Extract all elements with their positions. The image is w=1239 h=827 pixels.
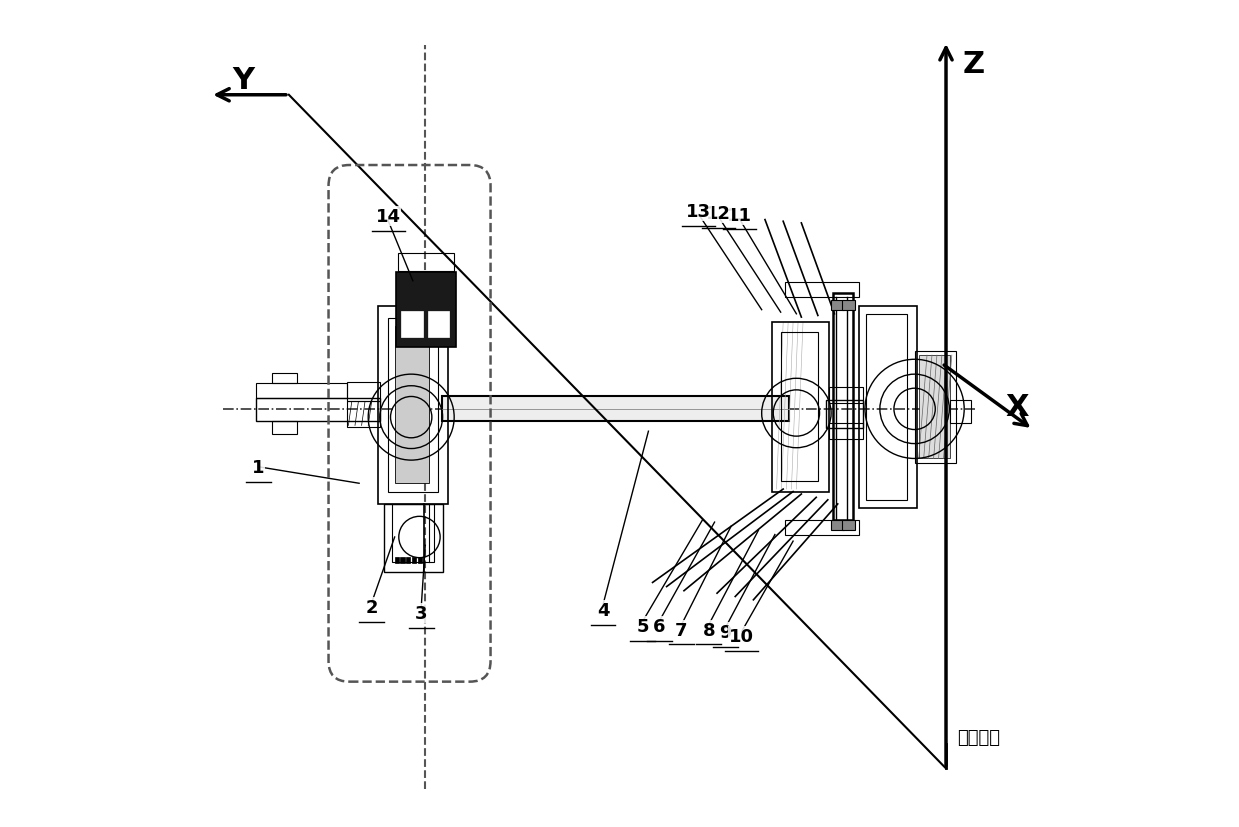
Bar <box>347 401 380 428</box>
Bar <box>400 557 405 564</box>
Text: 14: 14 <box>375 208 400 226</box>
Bar <box>378 306 449 504</box>
Bar <box>273 374 297 384</box>
Bar <box>427 311 450 337</box>
Text: 6: 6 <box>653 618 665 635</box>
Bar <box>255 384 347 399</box>
Bar <box>418 557 422 564</box>
Bar <box>950 400 971 423</box>
Text: 9: 9 <box>719 624 731 641</box>
Bar <box>393 504 434 562</box>
Text: 8: 8 <box>703 621 715 638</box>
Text: Y: Y <box>233 66 254 95</box>
Bar <box>841 300 855 310</box>
Bar <box>347 383 380 401</box>
Bar <box>395 327 430 484</box>
Bar <box>859 306 917 509</box>
Text: 3: 3 <box>415 605 427 622</box>
Bar <box>395 557 399 564</box>
Text: X: X <box>1005 393 1028 422</box>
Bar <box>384 504 444 572</box>
Bar <box>831 300 844 310</box>
Bar <box>406 557 410 564</box>
Text: 4: 4 <box>597 601 610 619</box>
Bar <box>829 423 862 440</box>
Text: 13: 13 <box>686 203 711 221</box>
Bar <box>273 422 297 434</box>
Text: Z: Z <box>963 50 985 79</box>
Text: 坐标原点: 坐标原点 <box>957 728 1000 746</box>
Bar <box>831 521 844 531</box>
Text: 7: 7 <box>675 621 688 638</box>
Text: 12: 12 <box>706 205 731 222</box>
Bar <box>772 323 829 492</box>
Bar <box>866 314 907 500</box>
Bar <box>833 294 854 521</box>
Bar <box>919 356 950 459</box>
Bar <box>255 399 380 422</box>
Text: 2: 2 <box>366 599 378 616</box>
Bar <box>841 521 855 531</box>
Bar <box>784 283 859 298</box>
Bar <box>781 332 818 481</box>
Bar <box>829 387 862 404</box>
Bar <box>413 557 416 564</box>
Bar <box>396 273 456 347</box>
Bar <box>398 253 455 271</box>
Bar <box>442 397 789 422</box>
Bar <box>914 351 957 463</box>
Text: 5: 5 <box>637 618 649 635</box>
Text: 1: 1 <box>252 458 264 476</box>
Text: 11: 11 <box>727 207 752 224</box>
Text: 10: 10 <box>730 628 755 645</box>
Bar <box>388 318 437 492</box>
Bar <box>826 400 864 428</box>
Bar <box>784 521 859 536</box>
Bar <box>401 311 422 337</box>
